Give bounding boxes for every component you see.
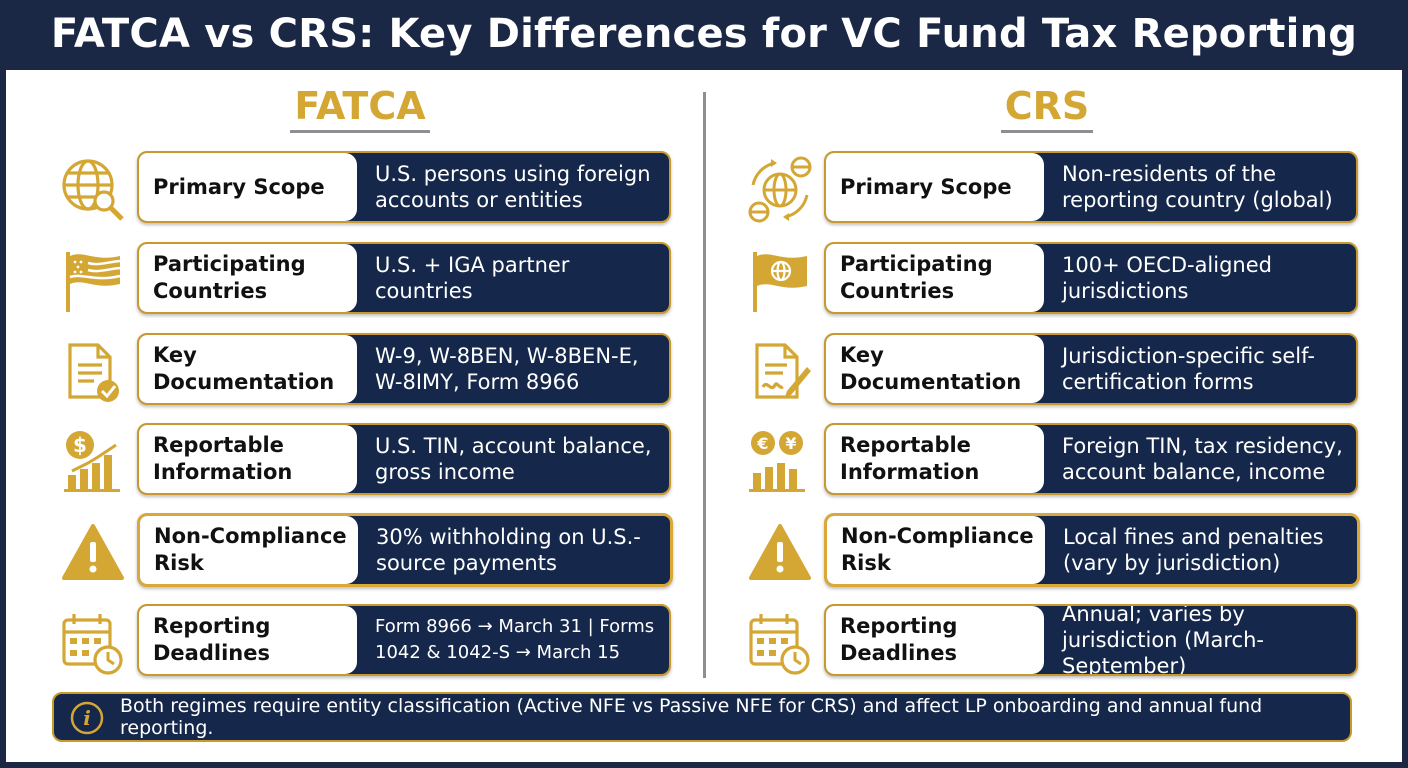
row-value: U.S. TIN, account balance, gross income: [375, 434, 652, 484]
globe-search-icon: [58, 155, 128, 225]
document-check-icon: [58, 337, 128, 407]
svg-text:i: i: [83, 706, 91, 730]
us-flag-icon: [58, 246, 128, 316]
row-label: Participating Countries: [826, 244, 1044, 312]
row-value: Form 8966 → March 31 | Forms 1042 & 1042…: [375, 616, 655, 663]
row-value: U.S. + IGA partner countries: [375, 253, 570, 303]
row-label: Non-Compliance Risk: [827, 516, 1045, 584]
svg-text:¥: ¥: [785, 434, 796, 453]
warning-icon: [745, 518, 815, 588]
currency-chart-icon: € ¥: [745, 427, 815, 497]
crs-reportable-card: Reportable Information Foreign TIN, tax …: [824, 423, 1358, 495]
note-text: Both regimes require entity classificati…: [120, 695, 1263, 739]
fatca-primary-scope-card: Primary Scope U.S. persons using foreign…: [137, 151, 671, 223]
row-label: Participating Countries: [139, 244, 357, 312]
row-label: Primary Scope: [139, 153, 357, 221]
fatca-countries-card: Participating Countries U.S. + IGA partn…: [137, 242, 671, 314]
fatca-risk-card: Non-Compliance Risk 30% withholding on U…: [137, 513, 673, 587]
crs-heading: CRS: [947, 84, 1147, 133]
crs-deadlines-card: Reporting Deadlines Annual; varies by ju…: [824, 604, 1358, 676]
fatca-deadlines-card: Reporting Deadlines Form 8966 → March 31…: [137, 604, 671, 676]
row-value: Foreign TIN, tax residency, account bala…: [1062, 434, 1343, 484]
crs-primary-scope-card: Primary Scope Non-residents of the repor…: [824, 151, 1358, 223]
globe-exchange-icon: [745, 155, 815, 225]
globe-flag-icon: [745, 246, 815, 316]
row-label: Reportable Information: [139, 425, 357, 493]
row-label: Non-Compliance Risk: [140, 516, 358, 584]
svg-text:€: €: [756, 434, 768, 453]
row-value: 100+ OECD-aligned jurisdictions: [1062, 253, 1272, 303]
row-label: Reportable Information: [826, 425, 1044, 493]
svg-text:$: $: [73, 433, 87, 457]
row-label: Reporting Deadlines: [139, 606, 357, 674]
row-label: Primary Scope: [826, 153, 1044, 221]
row-value: U.S. persons using foreign accounts or e…: [375, 162, 651, 212]
fatca-documentation-card: Key Documentation W-9, W-8BEN, W-8BEN-E,…: [137, 333, 671, 405]
row-label: Key Documentation: [826, 335, 1044, 403]
calendar-clock-icon: [58, 608, 128, 678]
crs-risk-card: Non-Compliance Risk Local fines and pena…: [824, 513, 1360, 587]
warning-icon: [58, 518, 128, 588]
dollar-chart-icon: $: [58, 427, 128, 497]
row-value: Annual; varies by jurisdiction (March-Se…: [1062, 604, 1264, 676]
row-label: Reporting Deadlines: [826, 606, 1044, 674]
row-value: 30% withholding on U.S.-source payments: [376, 525, 641, 575]
column-divider: [703, 92, 706, 678]
row-label: Key Documentation: [139, 335, 357, 403]
row-value: Jurisdiction-specific self-certification…: [1062, 344, 1315, 394]
crs-documentation-card: Key Documentation Jurisdiction-specific …: [824, 333, 1358, 405]
info-icon: i: [70, 701, 104, 735]
fatca-heading: FATCA: [260, 84, 460, 133]
calendar-clock-icon: [745, 608, 815, 678]
info-note: i Both regimes require entity classifica…: [52, 692, 1352, 742]
document-signature-icon: [745, 337, 815, 407]
page-title: FATCA vs CRS: Key Differences for VC Fun…: [50, 11, 1358, 57]
row-value: Local fines and penalties (vary by juris…: [1063, 525, 1324, 575]
row-value: Non-residents of the reporting country (…: [1062, 162, 1333, 212]
fatca-reportable-card: Reportable Information U.S. TIN, account…: [137, 423, 671, 495]
crs-countries-card: Participating Countries 100+ OECD-aligne…: [824, 242, 1358, 314]
row-value: W-9, W-8BEN, W-8BEN-E, W-8IMY, Form 8966: [375, 344, 639, 394]
